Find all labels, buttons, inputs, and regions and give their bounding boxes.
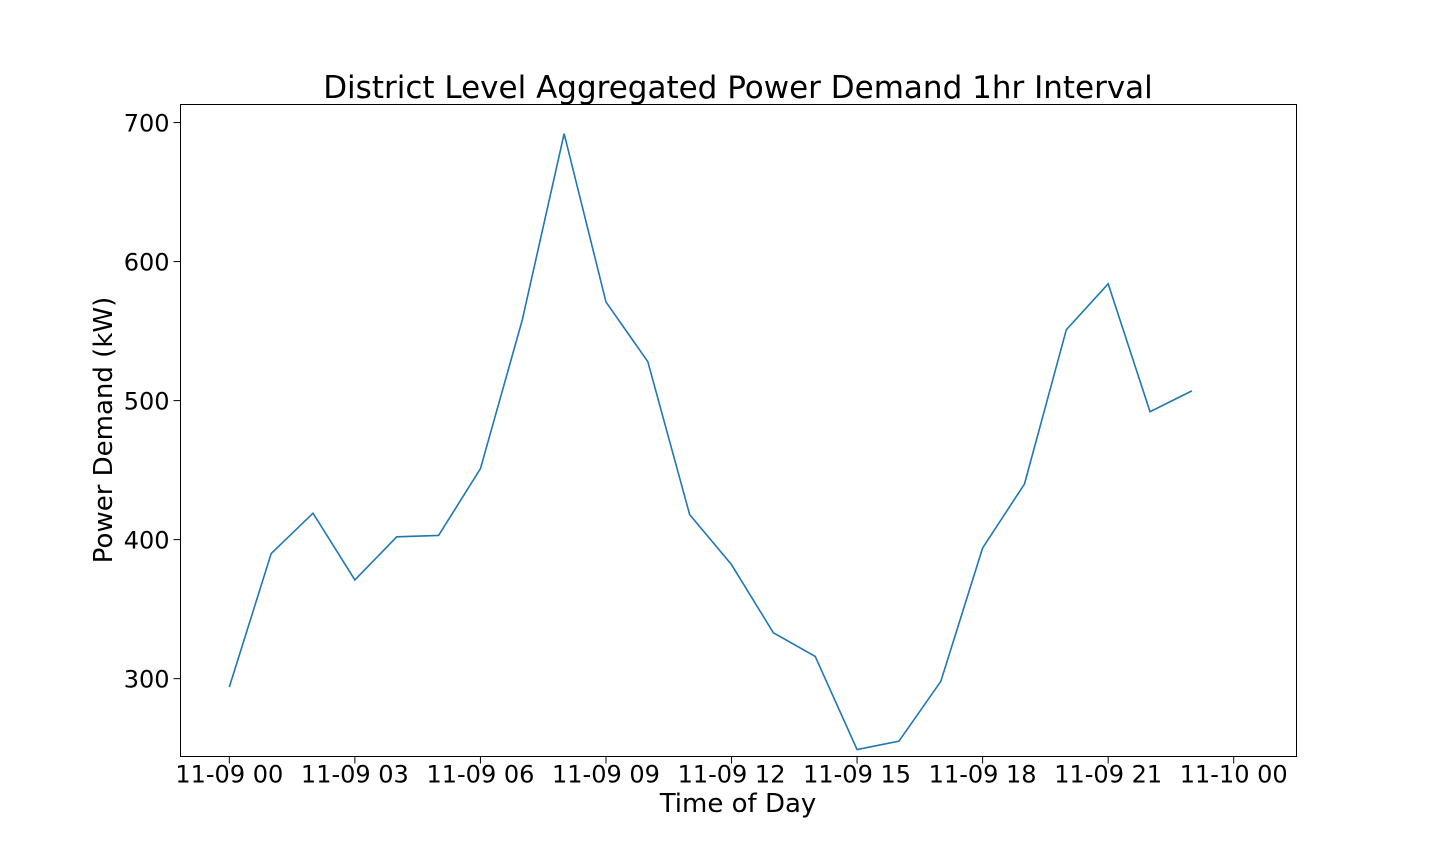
x-tick-label: 11-09 06 [426,761,534,789]
x-tick-label: 11-09 09 [552,761,660,789]
x-tick-label: 11-10 00 [1180,761,1288,789]
y-tick-label: 400 [124,527,170,555]
x-tick-label: 11-09 03 [301,761,409,789]
y-tick-label: 600 [124,249,170,277]
y-tick-label: 500 [124,388,170,416]
x-axis-ticks: 11-09 00 11-09 03 11-09 06 11-09 09 11-09 12… [175,756,1288,789]
x-tick-label: 11-09 12 [678,761,786,789]
plot-area [228,133,1193,751]
series-line-0 [228,133,1193,751]
chart-title: District Level Aggregated Power Demand 1… [323,70,1153,106]
x-axis-label: Time of Day [659,789,817,819]
y-axis-ticks: 300 400 500 600 700 [124,110,181,694]
y-tick-label: 700 [124,110,170,138]
x-tick-label: 11-09 18 [929,761,1037,789]
x-tick-label: 11-09 21 [1054,761,1162,789]
y-tick-label: 300 [124,666,170,694]
y-axis-label: Power Demand (kW) [89,297,119,563]
plot-frame [180,104,1297,757]
x-tick-label: 11-09 15 [803,761,911,789]
x-tick-label: 11-09 00 [175,761,283,789]
